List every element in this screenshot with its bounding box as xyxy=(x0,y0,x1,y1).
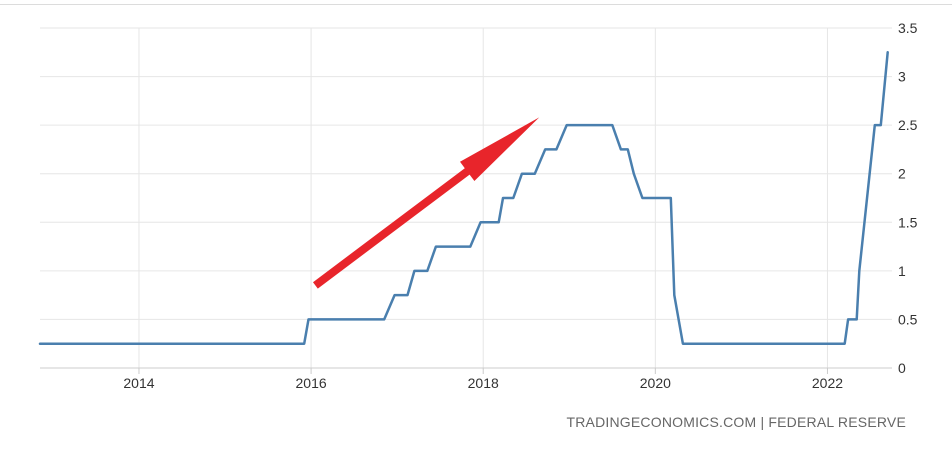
y-tick-label-3.5: 3.5 xyxy=(898,20,918,36)
top-divider xyxy=(0,4,952,5)
y-tick-label-0: 0 xyxy=(898,360,906,376)
y-tick-label-2.5: 2.5 xyxy=(898,117,918,133)
y-tick-label-1.5: 1.5 xyxy=(898,214,918,230)
x-tick-label-2020: 2020 xyxy=(640,375,671,391)
x-tick-label-2018: 2018 xyxy=(468,375,499,391)
source-attribution[interactable]: TRADINGECONOMICS.COM | FEDERAL RESERVE xyxy=(566,414,906,430)
x-tick-label-2014: 2014 xyxy=(123,375,154,391)
x-tick-label-2016: 2016 xyxy=(296,375,327,391)
x-axis-ticks: 2014 2016 2018 2020 2022 xyxy=(123,368,843,391)
y-tick-label-0.5: 0.5 xyxy=(898,311,918,327)
y-tick-label-3: 3 xyxy=(898,69,906,85)
x-tick-label-2022: 2022 xyxy=(812,375,843,391)
vertical-gridlines xyxy=(138,28,828,368)
y-axis-ticks: 0 0.5 1 1.5 2 2.5 3 3.5 xyxy=(898,20,918,376)
annotation-arrow-0 xyxy=(313,117,540,289)
y-tick-label-1: 1 xyxy=(898,263,906,279)
series-layer xyxy=(38,51,889,345)
series-line-0 xyxy=(38,51,889,345)
horizontal-gridlines xyxy=(40,27,892,369)
annotation-layer xyxy=(313,117,540,289)
chart: 2014 2016 2018 2020 2022 0 0.5 1 1.5 2 2.5 3 3.5 xyxy=(38,20,918,391)
y-tick-label-2: 2 xyxy=(898,166,906,182)
